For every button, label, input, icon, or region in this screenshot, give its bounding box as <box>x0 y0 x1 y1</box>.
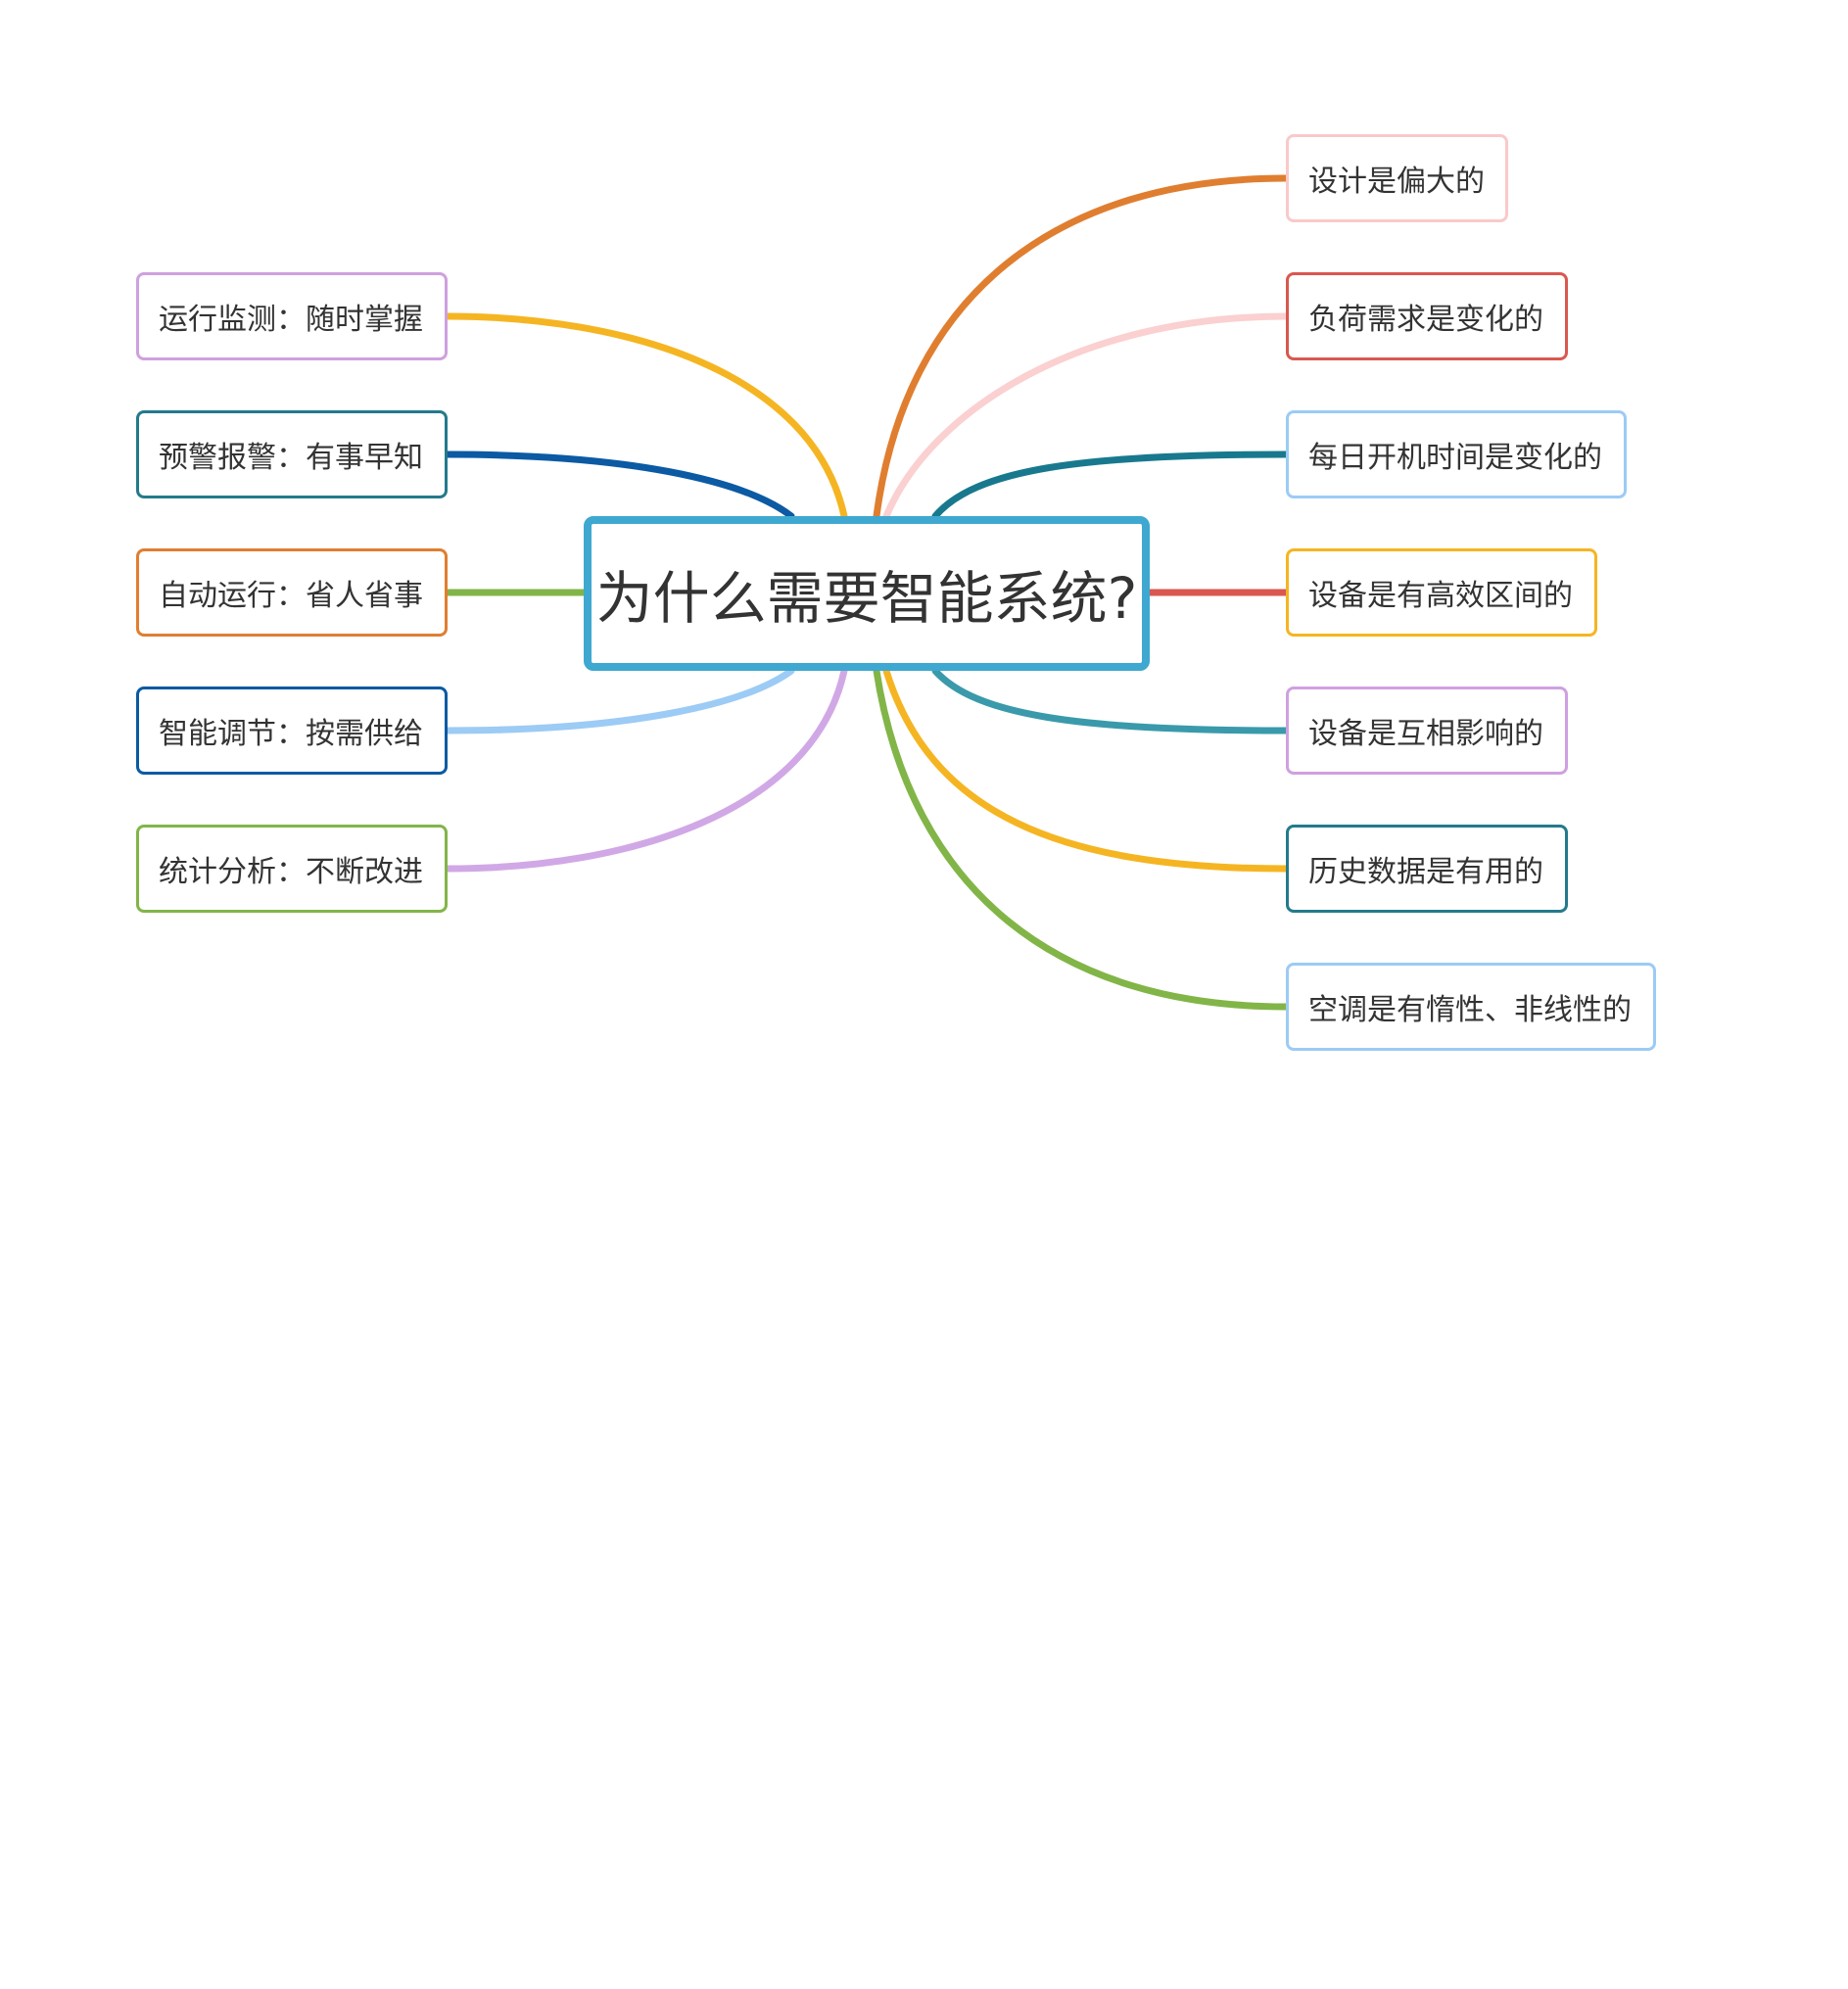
left-connector-2 <box>444 450 795 520</box>
right-connector-2 <box>882 312 1290 520</box>
left-branch-node-1[interactable]: 运行监测：随时掌握 <box>136 272 448 360</box>
right-branch-node-1[interactable]: 设计是偏大的 <box>1286 134 1508 222</box>
left-branch-node-3[interactable]: 自动运行：省人省事 <box>136 548 448 637</box>
left-connector-1 <box>444 312 848 520</box>
left-connector-5 <box>444 667 848 873</box>
right-branch-node-4[interactable]: 设备是有高效区间的 <box>1286 548 1597 637</box>
left-branch-node-4[interactable]: 智能调节：按需供给 <box>136 687 448 775</box>
right-connector-3 <box>931 450 1290 520</box>
central-topic[interactable]: 为什么需要智能系统? <box>584 516 1150 671</box>
right-connector-7 <box>873 667 1290 1011</box>
right-connector-5 <box>931 667 1290 734</box>
left-branch-node-2[interactable]: 预警报警：有事早知 <box>136 410 448 498</box>
right-branch-node-6[interactable]: 历史数据是有用的 <box>1286 825 1568 913</box>
right-branch-node-3[interactable]: 每日开机时间是变化的 <box>1286 410 1627 498</box>
right-connector-6 <box>882 667 1290 873</box>
right-branch-node-5[interactable]: 设备是互相影响的 <box>1286 687 1568 775</box>
right-branch-node-2[interactable]: 负荷需求是变化的 <box>1286 272 1568 360</box>
right-connector-1 <box>873 174 1290 520</box>
right-branch-node-7[interactable]: 空调是有惰性、非线性的 <box>1286 963 1656 1051</box>
left-branch-node-5[interactable]: 统计分析：不断改进 <box>136 825 448 913</box>
left-connector-4 <box>444 667 795 734</box>
